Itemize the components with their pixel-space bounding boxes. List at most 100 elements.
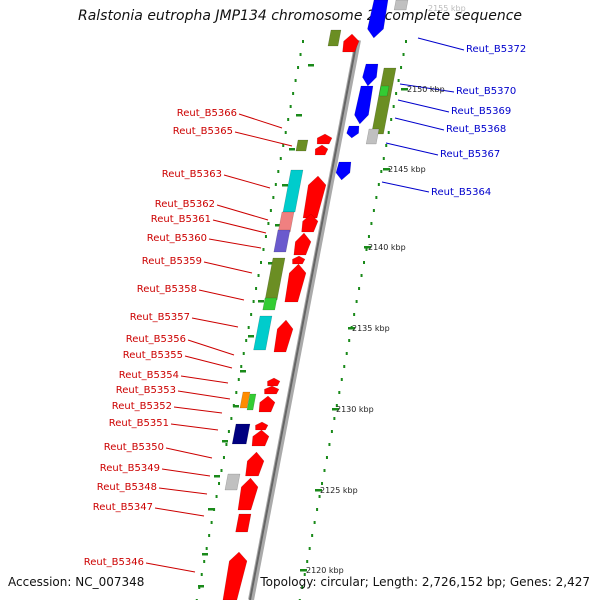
gene-reut-b5365b bbox=[314, 144, 329, 156]
gene-label-reut-b5368[interactable]: Reut_B5368 bbox=[446, 124, 506, 135]
guide-dots bbox=[195, 40, 408, 600]
gene-red-small-2 bbox=[255, 421, 269, 431]
guide-dot-inner bbox=[297, 66, 300, 69]
leader-line-reverse bbox=[158, 487, 208, 495]
guide-dot-outer bbox=[338, 391, 341, 394]
gene-label-reut-b5361[interactable]: Reut_B5361 bbox=[151, 214, 211, 225]
gene-label-reut-b5367[interactable]: Reut_B5367 bbox=[440, 149, 500, 160]
guide-dot-inner bbox=[222, 456, 225, 459]
guide-dot-outer bbox=[303, 573, 306, 576]
gene-reut-b5348 bbox=[224, 473, 241, 491]
leader-line-reverse bbox=[165, 447, 213, 459]
guide-dot-inner bbox=[255, 287, 258, 290]
gene-label-reut-b5358[interactable]: Reut_B5358 bbox=[137, 284, 197, 295]
small-tick bbox=[289, 148, 295, 151]
kbp-label-2155: 2155 kbp bbox=[428, 4, 466, 13]
gene-label-reut-b5364[interactable]: Reut_B5364 bbox=[431, 187, 491, 198]
gene-reut-b5351 bbox=[231, 423, 251, 445]
guide-dot-outer bbox=[353, 313, 356, 316]
gene-reut-b5367 bbox=[365, 128, 380, 145]
gene-orange bbox=[239, 391, 251, 409]
gene-reut-b5354 bbox=[267, 377, 281, 387]
gene-label-reut-b5352[interactable]: Reut_B5352 bbox=[112, 401, 172, 412]
guide-dot-outer bbox=[358, 287, 361, 290]
gene-label-reut-b5365[interactable]: Reut_B5365 bbox=[173, 126, 233, 137]
gene-label-reut-b5348[interactable]: Reut_B5348 bbox=[97, 482, 157, 493]
gene-label-reut-b5347[interactable]: Reut_B5347 bbox=[93, 502, 153, 513]
guide-dot-outer bbox=[335, 404, 338, 407]
small-tick bbox=[222, 440, 228, 443]
guide-dot-inner bbox=[200, 573, 203, 576]
gene-label-reut-b5362[interactable]: Reut_B5362 bbox=[155, 199, 215, 210]
small-tick bbox=[240, 370, 246, 373]
leader-line-forward bbox=[394, 117, 445, 131]
leader-line-forward bbox=[385, 142, 439, 156]
gene-reut-b5366 bbox=[295, 139, 309, 152]
guide-dot-inner bbox=[260, 261, 263, 264]
small-tick bbox=[248, 335, 254, 338]
gene-label-reut-b5366[interactable]: Reut_B5366 bbox=[177, 108, 237, 119]
guide-dot-outer bbox=[395, 92, 398, 95]
gene-label-reut-b5349[interactable]: Reut_B5349 bbox=[100, 463, 160, 474]
leader-line-reverse bbox=[223, 174, 271, 189]
gene-olive-top bbox=[327, 29, 342, 47]
guide-dot-outer bbox=[321, 482, 324, 485]
leader-lines bbox=[145, 37, 465, 573]
guide-dot-outer bbox=[308, 547, 311, 550]
gene-reut-b5368 bbox=[346, 125, 360, 139]
kbp-tick bbox=[315, 489, 322, 492]
gene-label-reut-b5355[interactable]: Reut_B5355 bbox=[123, 350, 183, 361]
guide-dot-inner bbox=[267, 222, 270, 225]
gene-reut-b5346 bbox=[222, 551, 248, 600]
gene-reut-b5362 bbox=[277, 211, 295, 233]
leader-line-forward bbox=[399, 83, 455, 93]
guide-dot-outer bbox=[316, 508, 319, 511]
leader-line-reverse bbox=[184, 355, 233, 369]
gene-label-reut-b5363[interactable]: Reut_B5363 bbox=[162, 169, 222, 180]
guide-dot-inner bbox=[302, 40, 304, 43]
guide-dot-inner bbox=[284, 131, 287, 134]
guide-dot-outer bbox=[306, 560, 309, 563]
gene-label-reut-b5369[interactable]: Reut_B5369 bbox=[451, 106, 511, 117]
leader-line-reverse bbox=[208, 238, 262, 249]
gene-label-reut-b5372[interactable]: Reut_B5372 bbox=[466, 44, 526, 55]
guide-dot-outer bbox=[345, 352, 348, 355]
leader-line-reverse bbox=[198, 289, 245, 301]
guide-dot-inner bbox=[289, 105, 292, 108]
guide-dot-inner bbox=[292, 92, 295, 95]
gene-red-b5359 bbox=[284, 263, 307, 303]
chromosome-backbone bbox=[248, 39, 361, 600]
gene-red-b5360 bbox=[293, 232, 312, 256]
kbp-label-2120: 2120 kbp bbox=[306, 566, 344, 575]
leader-line-reverse bbox=[203, 261, 253, 274]
gene-label-reut-b5370[interactable]: Reut_B5370 bbox=[456, 86, 516, 97]
gene-label-reut-b5360[interactable]: Reut_B5360 bbox=[147, 233, 207, 244]
guide-dot-inner bbox=[220, 469, 223, 472]
guide-dot-outer bbox=[311, 534, 314, 537]
gene-label-reut-b5351[interactable]: Reut_B5351 bbox=[109, 418, 169, 429]
gene-label-reut-b5353[interactable]: Reut_B5353 bbox=[116, 385, 176, 396]
leader-line-reverse bbox=[170, 423, 219, 431]
gene-red-b5347b bbox=[235, 513, 252, 533]
gene-label-reut-b5356[interactable]: Reut_B5356 bbox=[126, 334, 186, 345]
map-title: Ralstonia eutropha JMP134 chromosome 2, … bbox=[77, 8, 522, 24]
gene-label-reut-b5350[interactable]: Reut_B5350 bbox=[104, 442, 164, 453]
gene-reut-b5361 bbox=[301, 213, 319, 233]
guide-dot-outer bbox=[367, 235, 370, 238]
guide-dot-inner bbox=[237, 378, 240, 381]
kbp-tick bbox=[401, 88, 408, 91]
leader-line-reverse bbox=[212, 219, 267, 234]
guide-dot-inner bbox=[225, 443, 228, 446]
gene-reut-b5347 bbox=[237, 477, 259, 511]
gene-label-reut-b5357[interactable]: Reut_B5357 bbox=[130, 312, 190, 323]
guide-dot-inner bbox=[299, 53, 302, 56]
gene-label-reut-b5359[interactable]: Reut_B5359 bbox=[142, 256, 202, 267]
kbp-label-2150: 2150 kbp bbox=[407, 85, 445, 94]
guide-dot-inner bbox=[215, 495, 218, 498]
gene-label-reut-b5354[interactable]: Reut_B5354 bbox=[119, 370, 179, 381]
guide-dot-outer bbox=[390, 118, 393, 121]
guide-dot-outer bbox=[392, 105, 395, 108]
small-tick bbox=[258, 300, 264, 303]
leader-line-reverse bbox=[234, 131, 293, 147]
gene-label-reut-b5346[interactable]: Reut_B5346 bbox=[84, 557, 144, 568]
